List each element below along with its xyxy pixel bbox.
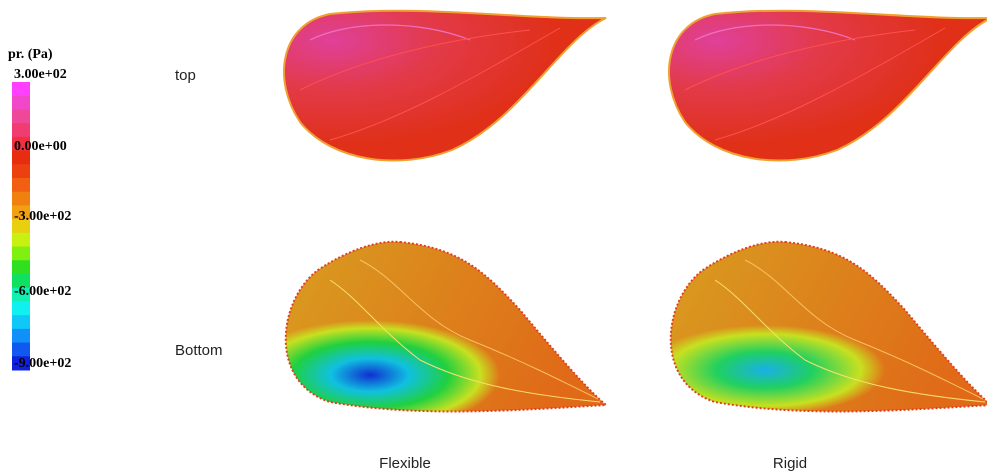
colorbar-band — [12, 260, 30, 275]
colorbar-band — [12, 246, 30, 261]
colorbar-band — [12, 274, 30, 289]
colorbar-band — [12, 342, 30, 357]
colorbar-band — [12, 191, 30, 206]
flexible-bottom — [284, 240, 609, 413]
colorbar-band — [12, 301, 30, 316]
colorbar-band — [12, 109, 30, 124]
legend-title: pr. (Pa) — [8, 47, 53, 62]
legend-label: -6.00e+02 — [14, 284, 71, 299]
column-label: Flexible — [379, 455, 431, 472]
rigid-top — [668, 9, 987, 162]
colorbar-band — [12, 150, 30, 165]
colorbar-band — [12, 219, 30, 234]
colorbar-band — [12, 164, 30, 179]
rigid-bottom — [669, 240, 987, 413]
legend-label: -9.00e+02 — [14, 356, 71, 371]
legend-label: 0.00e+00 — [14, 139, 67, 154]
colorbar-band — [12, 95, 30, 110]
colorbar-band — [12, 315, 30, 330]
colorbar-band — [12, 82, 30, 97]
colorbar-band — [12, 356, 30, 371]
legend-label: -3.00e+02 — [14, 209, 71, 224]
colorbar — [12, 82, 30, 371]
colorbar-band — [12, 136, 30, 152]
column-label: Rigid — [773, 455, 807, 472]
colorbar-band — [12, 287, 30, 302]
row-label: Bottom — [175, 342, 223, 359]
colorbar-band — [12, 178, 30, 193]
row-label: top — [175, 67, 196, 84]
colorbar-band — [12, 232, 30, 248]
flexible-top — [283, 9, 607, 162]
colorbar-band — [12, 328, 30, 344]
colorbar-band — [12, 123, 30, 138]
colorbar-band — [12, 205, 30, 220]
legend-label: 3.00e+02 — [14, 67, 67, 82]
